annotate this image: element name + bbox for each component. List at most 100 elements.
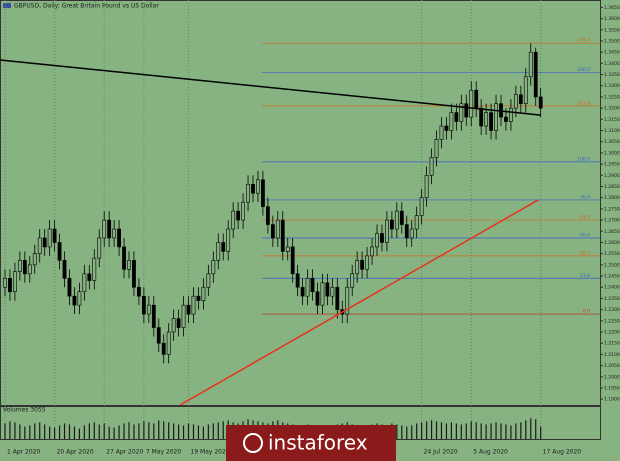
- candle-body: [102, 219, 107, 239]
- candle-body: [494, 103, 498, 131]
- y-tick-label: 1.3500: [604, 38, 620, 44]
- candle-body: [3, 277, 7, 288]
- volume-bar: [163, 421, 165, 439]
- x-tick-label: 19 May 2020: [191, 449, 230, 456]
- candle-body: [325, 282, 330, 297]
- y-tick-label: 1.3100: [604, 128, 620, 134]
- candle-body: [241, 201, 245, 221]
- level-label: 161.8: [577, 100, 590, 106]
- candle-body: [261, 179, 265, 207]
- candle-body: [439, 125, 444, 140]
- volume-bar: [168, 422, 170, 439]
- volume-bar: [14, 422, 16, 439]
- volume-bar: [24, 426, 26, 439]
- volume-bar: [9, 421, 11, 439]
- candle-body: [87, 273, 92, 281]
- volume-bar: [445, 423, 448, 439]
- candle-body: [107, 219, 112, 239]
- volume-bar: [103, 423, 105, 439]
- y-tick-label: 1.2750: [604, 206, 620, 212]
- volume-bar: [138, 423, 140, 439]
- candle-body: [42, 237, 47, 248]
- volume-bar: [430, 420, 433, 439]
- candle-body: [256, 179, 260, 194]
- y-tick-label: 1.3200: [604, 106, 620, 112]
- candle-body: [434, 139, 439, 158]
- candle-body: [186, 304, 191, 315]
- candle-body: [285, 246, 290, 252]
- volume-bar: [411, 425, 413, 439]
- volume-bar: [435, 421, 438, 439]
- volume-bar: [83, 425, 85, 439]
- level-label: 23.6: [580, 273, 590, 279]
- y-tick-label: 1.3650: [604, 5, 620, 11]
- candle-body: [464, 103, 469, 118]
- level-label: 50.0: [580, 232, 590, 238]
- level-label: 76.4: [580, 194, 590, 200]
- volume-bar: [510, 425, 512, 439]
- candle-body: [320, 282, 325, 306]
- candle-body: [444, 125, 449, 131]
- candle-body: [251, 183, 255, 194]
- candle-body: [355, 260, 360, 275]
- y-tick-label: 1.1900: [604, 397, 620, 403]
- candle-body: [305, 277, 310, 297]
- y-tick-label: 1.3300: [604, 83, 620, 89]
- level-label: 238.2: [577, 38, 590, 44]
- candle-body: [449, 112, 454, 131]
- volume-bar: [535, 419, 537, 439]
- y-tick-label: 1.2700: [604, 218, 620, 224]
- y-tick-label: 1.2200: [604, 330, 620, 336]
- candle-body: [156, 327, 161, 344]
- volume-bar: [178, 424, 180, 439]
- y-tick-label: 1.2500: [604, 262, 620, 268]
- y-tick-label: 1.1950: [604, 385, 620, 391]
- volume-bar: [217, 422, 219, 439]
- candle-body: [315, 291, 320, 306]
- trend-line: [179, 199, 539, 406]
- candle-body: [404, 224, 409, 239]
- candle-body: [474, 89, 479, 109]
- volume-bar: [540, 426, 542, 439]
- y-tick-label: 1.2850: [604, 184, 620, 190]
- x-tick-label: 17 Aug 2020: [543, 449, 582, 456]
- candle-body: [246, 183, 250, 203]
- volume-bar: [202, 426, 204, 439]
- volume-bar: [39, 422, 41, 439]
- candle-body: [399, 210, 404, 225]
- volume-bar: [530, 418, 532, 439]
- candle-body: [82, 273, 87, 293]
- volume-bar: [88, 423, 90, 439]
- level-label: 61.8: [580, 215, 590, 221]
- y-tick-label: 1.3550: [604, 27, 620, 33]
- candle-body: [77, 291, 82, 306]
- volume-bar: [455, 423, 457, 439]
- x-tick-label: 24 Jul 2020: [424, 449, 458, 456]
- candle-body: [513, 94, 518, 109]
- candle-body: [335, 286, 340, 310]
- candle-body: [171, 318, 176, 333]
- candle-body: [117, 228, 121, 248]
- y-tick-label: 1.3450: [604, 50, 620, 56]
- volume-bar: [515, 423, 517, 439]
- candle-body: [236, 210, 241, 221]
- volume-bar: [495, 422, 497, 439]
- chart-title: GBPUSD, Daily: Great Britain Pound vs US…: [14, 3, 159, 10]
- volume-bar: [421, 422, 423, 439]
- volume-bar: [207, 424, 209, 439]
- candle-body: [380, 233, 384, 243]
- x-tick-label: 27 Apr 2020: [106, 449, 143, 456]
- candle-body: [484, 112, 489, 127]
- volume-bar: [187, 423, 190, 439]
- y-tick-label: 1.3600: [604, 16, 620, 22]
- candle-body: [22, 260, 27, 275]
- candle-body: [270, 224, 275, 239]
- volume-bar: [450, 422, 452, 439]
- candle-body: [191, 295, 196, 315]
- x-tick-label: 7 May 2020: [146, 449, 181, 456]
- y-tick-label: 1.3000: [604, 150, 620, 156]
- volume-bar: [222, 421, 224, 439]
- volume-bar: [133, 424, 135, 439]
- candle-body: [112, 228, 117, 239]
